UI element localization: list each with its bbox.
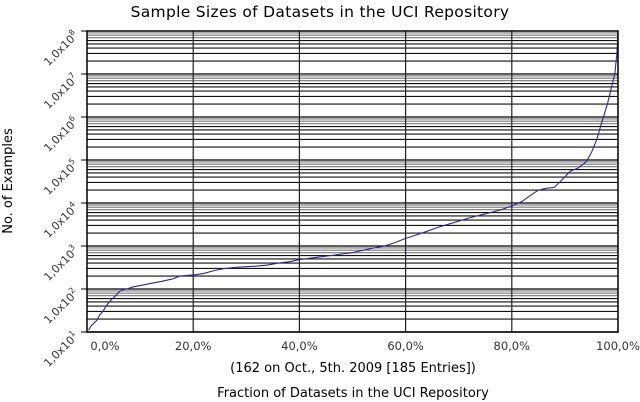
x-tick-label: 20,0% [175,339,212,353]
x-tick-label: 60,0% [387,339,424,353]
plot-frame [86,30,619,333]
y-tick-label: 1,0x102 [40,286,81,327]
grid-lines [81,30,618,333]
chart-title: Sample Sizes of Datasets in the UCI Repo… [131,3,510,21]
x-tick-label: 0,0% [90,339,119,353]
y-tick-label: 1,0x106 [40,114,81,155]
x-tick-label: 40,0% [281,339,318,353]
y-tick-label: 1,0x105 [40,157,81,198]
y-axis-tick-labels: 1,0x1011,0x1021,0x1031,0x1041,0x1051,0x1… [40,28,81,370]
x-axis-tick-labels: 0,0% 20,0% 40,0% 60,0% 80,0% 100,0% [90,339,640,353]
x-axis-label: Fraction of Datasets in the UCI Reposito… [217,386,489,401]
y-tick-label: 1,0x103 [40,243,81,284]
y-axis-label: No. of Examples [1,128,16,234]
data-curve [88,32,619,331]
x-tick-label: 100,0% [596,339,640,353]
series-line [88,32,619,331]
y-tick-label: 1,0x107 [40,71,81,112]
y-tick-label: 1,0x108 [40,28,81,69]
x-axis-subtitle: (162 on Oct., 5th. 2009 [185 Entries]) [230,361,476,376]
x-tick-label: 80,0% [494,339,531,353]
y-tick-label: 1,0x104 [40,200,81,241]
y-tick-label: 1,0x101 [40,329,81,370]
